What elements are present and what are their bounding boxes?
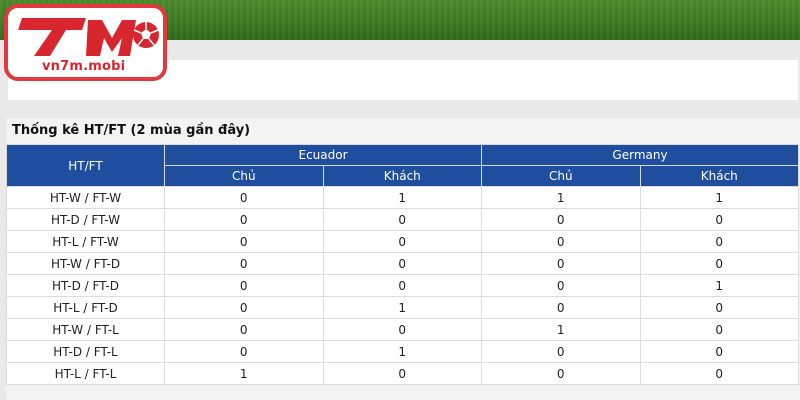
table-row: HT-D / FT-L 0 1 0 0 <box>6 340 799 363</box>
cell-value: 0 <box>164 186 324 209</box>
table-row: HT-L / FT-W 0 0 0 0 <box>6 230 799 253</box>
cell-value: 0 <box>164 230 324 253</box>
cell-value: 0 <box>322 252 482 275</box>
cell-value: 1 <box>481 318 641 341</box>
cell-value: 0 <box>481 230 641 253</box>
cell-value: 0 <box>639 230 799 253</box>
card-title: Thống kê HT/FT (2 mùa gần đây) <box>12 123 251 138</box>
logo-wordmark <box>18 18 159 56</box>
table-row: HT-W / FT-D 0 0 0 0 <box>6 252 799 275</box>
logo-domain-text: vn7m.mobi <box>42 59 126 74</box>
cell-value: 0 <box>481 208 641 231</box>
soccer-ball-icon <box>133 22 159 48</box>
cell-value: 1 <box>639 274 799 297</box>
cell-value: 0 <box>322 362 482 385</box>
cell-value: 1 <box>322 296 482 319</box>
cell-value: 0 <box>639 296 799 319</box>
cell-value: 0 <box>322 208 482 231</box>
cell-value: 1 <box>639 186 799 209</box>
cell-value: 0 <box>639 252 799 275</box>
cell-value: 0 <box>164 340 324 363</box>
cell-value: 0 <box>639 318 799 341</box>
cell-value: 0 <box>481 362 641 385</box>
row-label: HT-L / FT-W <box>6 230 165 253</box>
cell-value: 0 <box>481 252 641 275</box>
row-label: HT-W / FT-D <box>6 252 165 275</box>
table-row: HT-W / FT-W 0 1 1 1 <box>6 186 799 209</box>
table-row: HT-D / FT-D 0 0 0 1 <box>6 274 799 297</box>
cell-value: 0 <box>322 274 482 297</box>
col-header-away: Khách <box>322 165 482 187</box>
cell-value: 0 <box>322 318 482 341</box>
col-header-home: Chủ <box>164 165 324 187</box>
table-row: HT-W / FT-L 0 0 1 0 <box>6 318 799 341</box>
row-label: HT-L / FT-D <box>6 296 165 319</box>
cell-value: 0 <box>481 274 641 297</box>
row-header-htft: HT/FT <box>6 144 165 187</box>
htft-stats-card: Thống kê HT/FT (2 mùa gần đây) HT/FT Ecu… <box>6 118 800 400</box>
cell-value: 0 <box>639 208 799 231</box>
cell-value: 0 <box>164 296 324 319</box>
cell-value: 0 <box>639 340 799 363</box>
team-header-germany: Germany <box>481 144 799 166</box>
cell-value: 0 <box>164 274 324 297</box>
table-row: HT-L / FT-L 1 0 0 0 <box>6 362 799 385</box>
row-label: HT-D / FT-D <box>6 274 165 297</box>
table-row: HT-D / FT-W 0 0 0 0 <box>6 208 799 231</box>
row-label: HT-L / FT-L <box>6 362 165 385</box>
row-label: HT-D / FT-W <box>6 208 165 231</box>
site-logo[interactable]: vn7m.mobi <box>4 4 167 81</box>
cell-value: 0 <box>481 296 641 319</box>
cell-value: 1 <box>164 362 324 385</box>
cell-value: 0 <box>322 230 482 253</box>
cell-value: 0 <box>164 318 324 341</box>
cell-value: 1 <box>481 186 641 209</box>
row-label: HT-W / FT-L <box>6 318 165 341</box>
row-label: HT-D / FT-L <box>6 340 165 363</box>
table-row: HT-L / FT-D 0 1 0 0 <box>6 296 799 319</box>
col-header-home: Chủ <box>481 165 641 187</box>
cell-value: 0 <box>164 208 324 231</box>
col-header-away: Khách <box>639 165 799 187</box>
cell-value: 1 <box>322 340 482 363</box>
cell-value: 0 <box>639 362 799 385</box>
row-label: HT-W / FT-W <box>6 186 165 209</box>
cell-value: 0 <box>481 340 641 363</box>
htft-table: HT/FT Ecuador Germany Chủ Khách Chủ Khác… <box>6 144 799 385</box>
cell-value: 1 <box>322 186 482 209</box>
team-header-ecuador: Ecuador <box>164 144 482 166</box>
cell-value: 0 <box>164 252 324 275</box>
